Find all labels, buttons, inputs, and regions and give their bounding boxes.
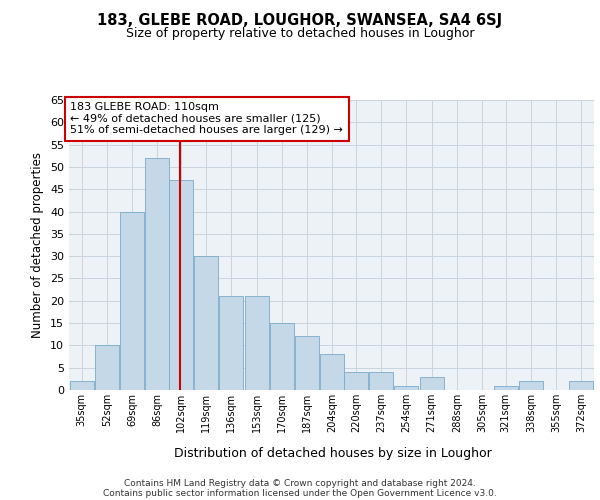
Text: Contains public sector information licensed under the Open Government Licence v3: Contains public sector information licen… [103, 489, 497, 498]
Text: 183 GLEBE ROAD: 110sqm
← 49% of detached houses are smaller (125)
51% of semi-de: 183 GLEBE ROAD: 110sqm ← 49% of detached… [70, 102, 343, 136]
Bar [569, 381, 593, 390]
Bar [169, 180, 193, 390]
Bar [245, 296, 269, 390]
Bar [95, 346, 119, 390]
Bar [295, 336, 319, 390]
Text: Distribution of detached houses by size in Loughor: Distribution of detached houses by size … [174, 448, 492, 460]
Bar [394, 386, 418, 390]
Bar [220, 296, 244, 390]
Bar [369, 372, 393, 390]
Bar [519, 381, 543, 390]
Text: Contains HM Land Registry data © Crown copyright and database right 2024.: Contains HM Land Registry data © Crown c… [124, 479, 476, 488]
Text: 183, GLEBE ROAD, LOUGHOR, SWANSEA, SA4 6SJ: 183, GLEBE ROAD, LOUGHOR, SWANSEA, SA4 6… [97, 12, 503, 28]
Bar [70, 381, 94, 390]
Text: Size of property relative to detached houses in Loughor: Size of property relative to detached ho… [126, 28, 474, 40]
Y-axis label: Number of detached properties: Number of detached properties [31, 152, 44, 338]
Bar [419, 376, 443, 390]
Bar [494, 386, 518, 390]
Bar [145, 158, 169, 390]
Bar [194, 256, 218, 390]
Bar [270, 323, 294, 390]
Bar [320, 354, 344, 390]
Bar [120, 212, 144, 390]
Bar [344, 372, 368, 390]
